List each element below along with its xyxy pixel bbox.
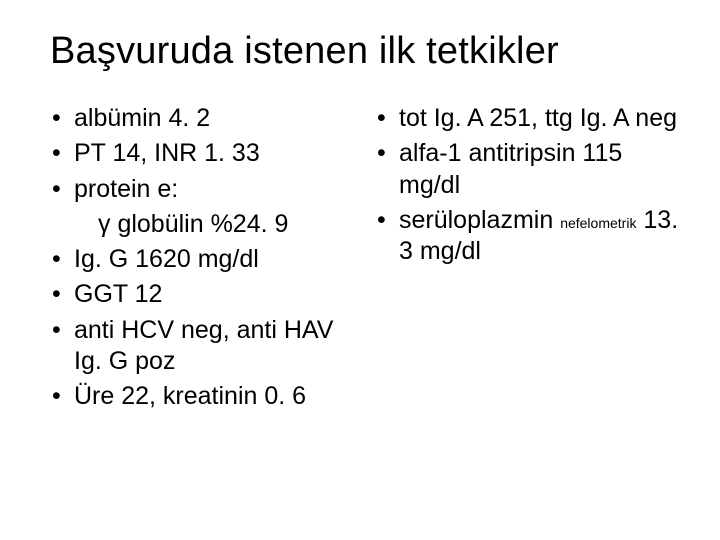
list-item-text: albümin 4. 2 [74,104,210,132]
list-item: protein e: [50,174,355,205]
list-item-text: GGT 12 [74,280,162,308]
list-item: GGT 12 [50,279,355,310]
list-item-text: tot Ig. A 251, ttg Ig. A neg [399,104,677,132]
list-item-text: anti HCV neg, anti HAV Ig. G poz [74,316,333,375]
list-item: albümin 4. 2 [50,103,355,134]
list-item-text-small: nefelometrik [560,215,636,231]
list-item: Ig. G 1620 mg/dl [50,244,355,275]
list-item-text: PT 14, INR 1. 33 [74,139,260,167]
right-column: tot Ig. A 251, ttg Ig. A neg alfa-1 anti… [375,103,680,416]
list-item: PT 14, INR 1. 33 [50,138,355,169]
list-item: serüloplazmin nefelometrik 13. 3 mg/dl [375,205,680,268]
list-subitem-text: γ globülin %24. 9 [74,210,288,238]
list-item: anti HCV neg, anti HAV Ig. G poz [50,315,355,378]
list-item-text-a: serüloplazmin [399,206,560,234]
slide-title: Başvuruda istenen ilk tetkikler [50,30,680,73]
list-item-text: Üre 22, kreatinin 0. 6 [74,382,306,410]
right-list: tot Ig. A 251, ttg Ig. A neg alfa-1 anti… [375,103,680,267]
list-item-text: alfa-1 antitripsin 115 mg/dl [399,139,622,198]
list-item-text: protein e: [74,175,178,203]
slide: Başvuruda istenen ilk tetkikler albümin … [0,0,720,540]
left-column: albümin 4. 2 PT 14, INR 1. 33 protein e:… [50,103,355,416]
content-columns: albümin 4. 2 PT 14, INR 1. 33 protein e:… [50,103,680,416]
list-subitem: γ globülin %24. 9 [50,209,355,240]
list-item: tot Ig. A 251, ttg Ig. A neg [375,103,680,134]
list-item: Üre 22, kreatinin 0. 6 [50,381,355,412]
left-list-cont: Ig. G 1620 mg/dl GGT 12 anti HCV neg, an… [50,244,355,412]
list-item-text: Ig. G 1620 mg/dl [74,245,259,273]
left-list: albümin 4. 2 PT 14, INR 1. 33 protein e: [50,103,355,205]
list-item: alfa-1 antitripsin 115 mg/dl [375,138,680,201]
